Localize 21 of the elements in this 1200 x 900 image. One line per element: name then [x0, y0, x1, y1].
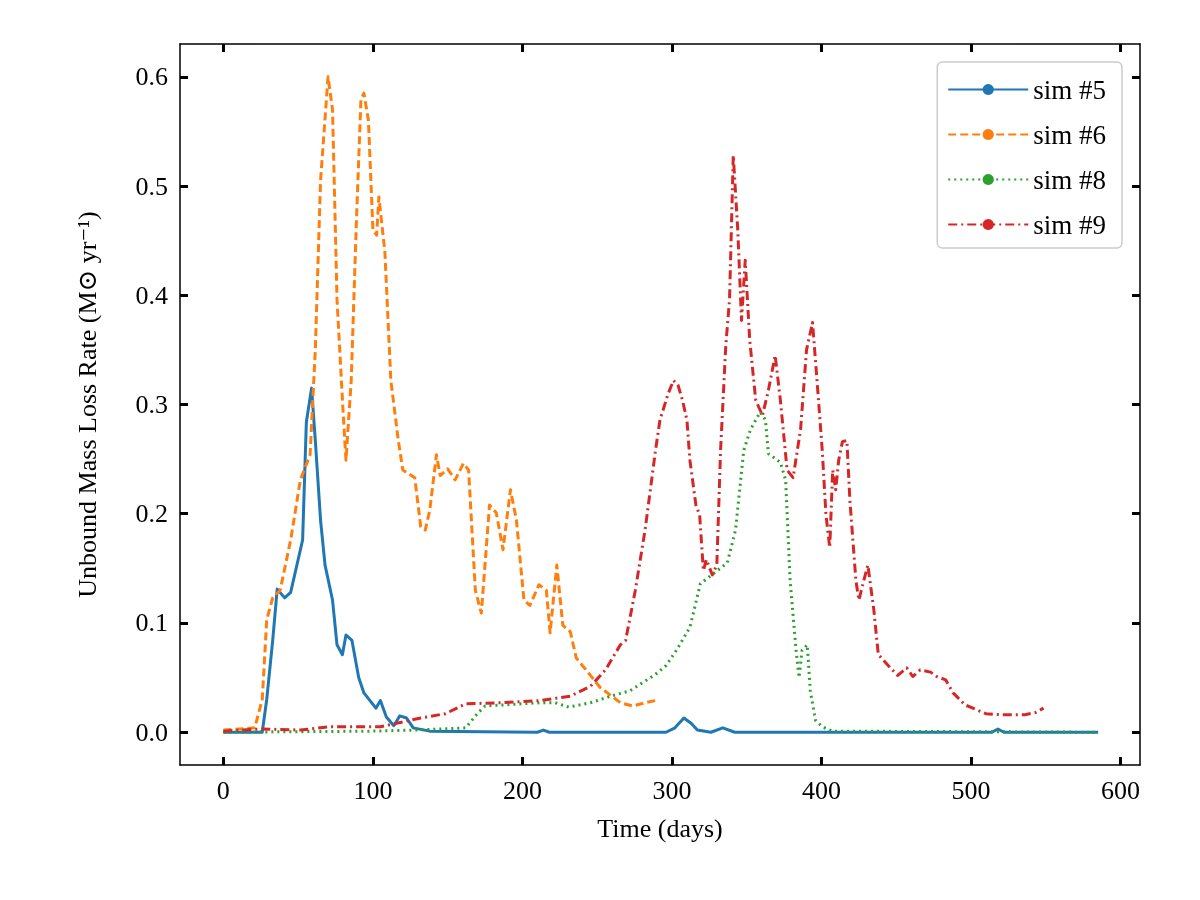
line-series [221, 75, 658, 732]
x-tick-label: 500 [951, 775, 991, 805]
y-tick-label: 0.2 [135, 499, 168, 529]
x-axis-title: Time (days) [597, 813, 723, 843]
legend-label: sim #9 [1033, 209, 1107, 240]
legend-label: sim #6 [1033, 119, 1107, 150]
y-tick-label: 0.4 [135, 280, 168, 310]
legend-label: sim #5 [1033, 74, 1107, 105]
x-tick-label: 600 [1101, 775, 1141, 805]
y-tick-label: 0.3 [135, 390, 168, 419]
x-tick-label: 200 [502, 775, 542, 805]
x-tick-label: 0 [216, 775, 230, 805]
legend-label: sim #8 [1033, 164, 1107, 195]
y-tick-label: 0.5 [135, 171, 168, 201]
y-tick-label: 0.1 [135, 608, 168, 638]
x-tick-label: 300 [652, 775, 692, 805]
y-axis-title: Unbound Mass Loss Rate (M⊙ yr⁻¹) [72, 211, 102, 598]
y-tick-label: 0.0 [135, 717, 168, 747]
x-tick-label: 100 [353, 775, 393, 805]
x-tick-label: 400 [802, 775, 841, 805]
y-tick-label: 0.6 [135, 62, 168, 92]
